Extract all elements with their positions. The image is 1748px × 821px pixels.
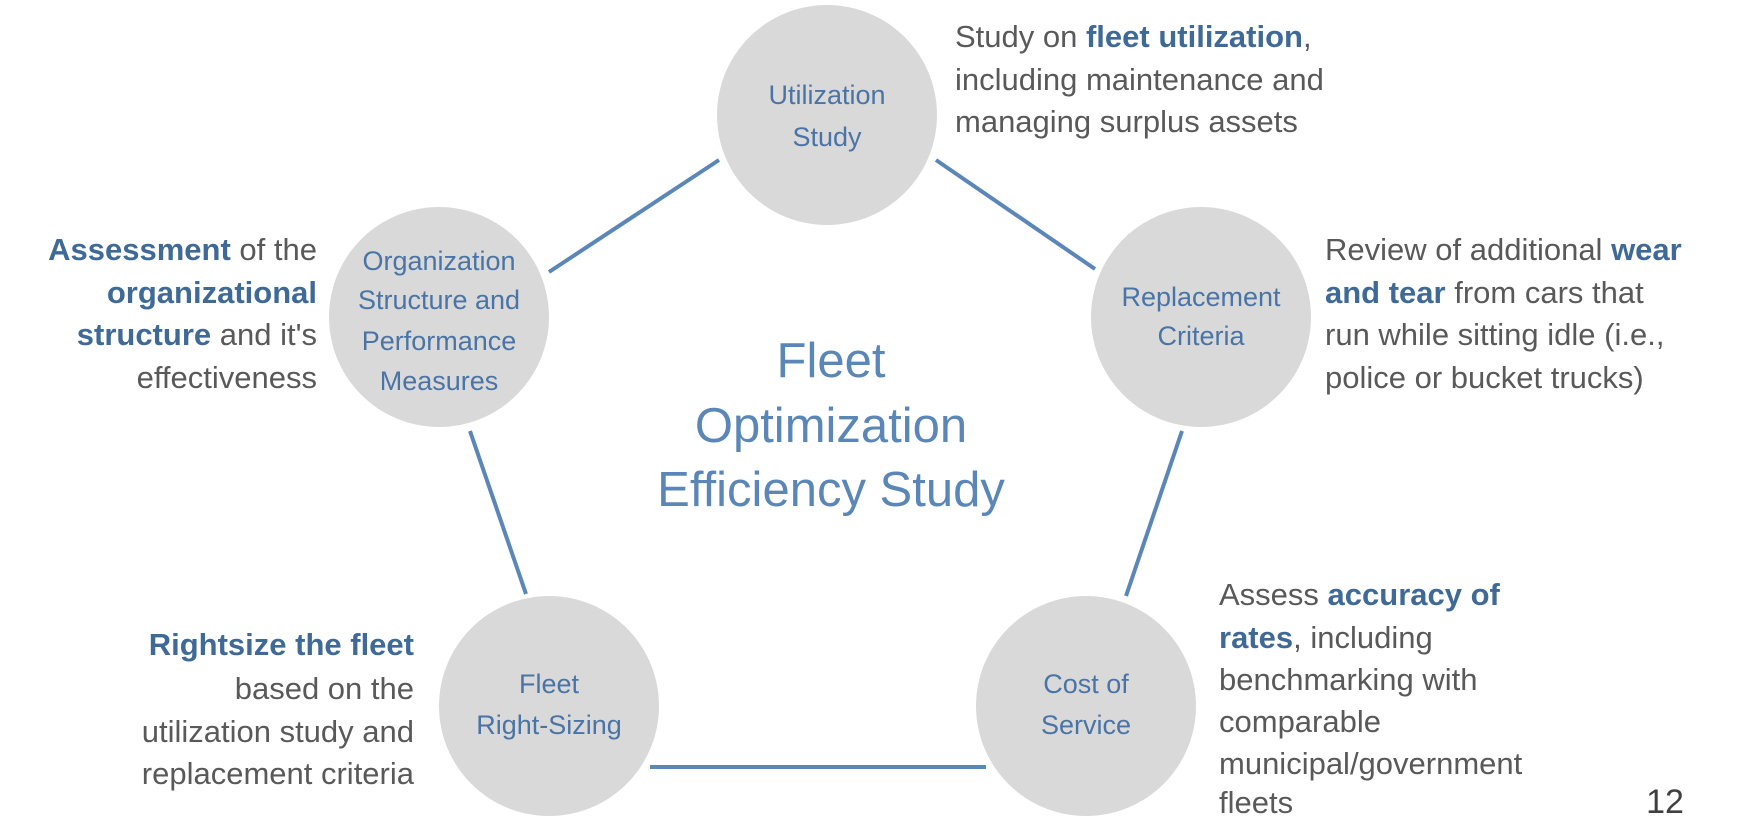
node-label: Criteria bbox=[1157, 321, 1245, 351]
node-description: municipal/government bbox=[1219, 746, 1523, 781]
node-description: effectiveness bbox=[137, 360, 317, 395]
description-text: utilization study and bbox=[142, 714, 414, 749]
node-label: Study bbox=[792, 122, 862, 152]
description-text: effectiveness bbox=[137, 360, 317, 395]
description-text: municipal/government bbox=[1219, 746, 1523, 781]
node-description: fleets bbox=[1219, 785, 1293, 820]
node-description: run while sitting idle (i.e., bbox=[1325, 317, 1664, 352]
node-label: Cost of bbox=[1043, 669, 1129, 699]
description-text: of the bbox=[231, 232, 317, 267]
description-text: comparable bbox=[1219, 704, 1381, 739]
highlight-text: fleet utilization bbox=[1086, 19, 1303, 54]
node-circle bbox=[439, 596, 659, 816]
node-label: Utilization bbox=[768, 80, 885, 110]
page-number: 12 bbox=[1646, 783, 1684, 821]
description-text: run while sitting idle (i.e., bbox=[1325, 317, 1664, 352]
node-description: police or bucket trucks) bbox=[1325, 360, 1644, 395]
node-description: replacement criteria bbox=[142, 756, 415, 791]
node-description: Assess accuracy of bbox=[1219, 577, 1501, 612]
node-description: utilization study and bbox=[142, 714, 414, 749]
highlight-text: Assessment bbox=[48, 232, 231, 267]
node-circle bbox=[329, 207, 549, 427]
node-label: Performance bbox=[362, 326, 517, 356]
center-title: Efficiency Study bbox=[657, 463, 1005, 517]
node-label: Measures bbox=[380, 366, 499, 396]
description-text: including maintenance and bbox=[955, 62, 1324, 97]
node-circle bbox=[976, 596, 1196, 816]
node-label: Service bbox=[1041, 710, 1131, 740]
connector bbox=[547, 158, 721, 274]
node-circle bbox=[717, 5, 937, 225]
node-label: Replacement bbox=[1121, 282, 1281, 312]
highlight-text: and tear bbox=[1325, 275, 1446, 310]
node-description: Review of additional wear bbox=[1325, 232, 1682, 267]
description-text: , bbox=[1303, 19, 1312, 54]
connector bbox=[934, 158, 1097, 271]
description-text: Review of additional bbox=[1325, 232, 1611, 267]
description-text: based on the bbox=[235, 671, 414, 706]
connector bbox=[468, 430, 528, 595]
connector bbox=[1124, 430, 1184, 597]
description-text: and it's bbox=[211, 317, 317, 352]
center-title: Optimization bbox=[695, 399, 967, 453]
description-text: Assess bbox=[1219, 577, 1328, 612]
highlight-text: Rightsize the fleet bbox=[149, 627, 414, 662]
node-description: based on the bbox=[235, 671, 414, 706]
description-text: from cars that bbox=[1446, 275, 1644, 310]
node-description: organizational bbox=[107, 275, 317, 310]
description-text: fleets bbox=[1219, 785, 1293, 820]
description-text: , including bbox=[1293, 620, 1433, 655]
node-description: comparable bbox=[1219, 704, 1381, 739]
node-description: Study on fleet utilization, bbox=[955, 19, 1312, 54]
description-text: replacement criteria bbox=[142, 756, 415, 791]
center-title: Fleet bbox=[777, 334, 886, 388]
node-description: benchmarking with bbox=[1219, 662, 1477, 697]
node-description: rates, including bbox=[1219, 620, 1433, 655]
node-circle bbox=[1091, 207, 1311, 427]
description-text: managing surplus assets bbox=[955, 104, 1298, 139]
node-label: Organization bbox=[362, 246, 515, 276]
highlight-text: organizational bbox=[107, 275, 317, 310]
highlight-text: accuracy of bbox=[1328, 577, 1501, 612]
highlight-text: rates bbox=[1219, 620, 1293, 655]
highlight-text: structure bbox=[77, 317, 211, 352]
node-description: Assessment of the bbox=[48, 232, 317, 267]
node-label: Right-Sizing bbox=[476, 710, 622, 740]
node-description: structure and it's bbox=[77, 317, 317, 352]
node-description: including maintenance and bbox=[955, 62, 1324, 97]
node-description: Rightsize the fleet bbox=[149, 627, 414, 662]
node-label: Fleet bbox=[519, 669, 580, 699]
description-text: police or bucket trucks) bbox=[1325, 360, 1644, 395]
description-text: Study on bbox=[955, 19, 1086, 54]
description-text: benchmarking with bbox=[1219, 662, 1477, 697]
node-description: managing surplus assets bbox=[955, 104, 1298, 139]
highlight-text: wear bbox=[1610, 232, 1682, 267]
node-label: Structure and bbox=[358, 285, 520, 315]
node-description: and tear from cars that bbox=[1325, 275, 1644, 310]
